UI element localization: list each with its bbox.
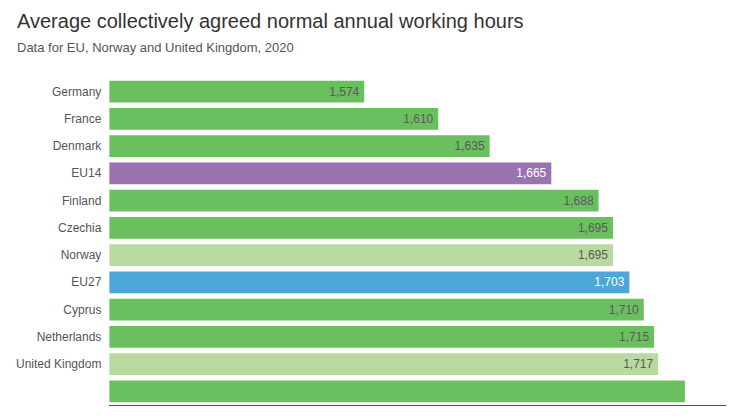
svg-text:1,695: 1,695 <box>578 221 608 235</box>
svg-text:Data for EU, Norway and United: Data for EU, Norway and United Kingdom, … <box>17 40 294 55</box>
svg-text:Finland: Finland <box>62 194 101 208</box>
svg-text:EU14: EU14 <box>71 166 101 180</box>
svg-text:Average collectively agreed no: Average collectively agreed normal annua… <box>17 10 524 32</box>
svg-text:Czechia: Czechia <box>58 221 102 235</box>
svg-text:EU27: EU27 <box>71 275 101 289</box>
svg-text:1,574: 1,574 <box>329 85 359 99</box>
svg-text:France: France <box>64 112 102 126</box>
svg-text:1,703: 1,703 <box>594 275 624 289</box>
svg-text:Cyprus: Cyprus <box>63 303 101 317</box>
svg-text:1,635: 1,635 <box>455 139 485 153</box>
svg-text:1,610: 1,610 <box>403 112 433 126</box>
svg-text:1,710: 1,710 <box>609 303 639 317</box>
svg-text:Germany: Germany <box>52 85 101 99</box>
svg-text:1,717: 1,717 <box>623 357 653 371</box>
svg-text:Norway: Norway <box>61 248 102 262</box>
svg-text:United Kingdom: United Kingdom <box>16 357 101 371</box>
svg-text:Netherlands: Netherlands <box>37 330 102 344</box>
svg-text:Denmark: Denmark <box>53 139 103 153</box>
svg-text:1,665: 1,665 <box>516 166 546 180</box>
svg-text:1,688: 1,688 <box>564 194 594 208</box>
svg-text:1,695: 1,695 <box>578 248 608 262</box>
svg-text:1,715: 1,715 <box>619 330 649 344</box>
